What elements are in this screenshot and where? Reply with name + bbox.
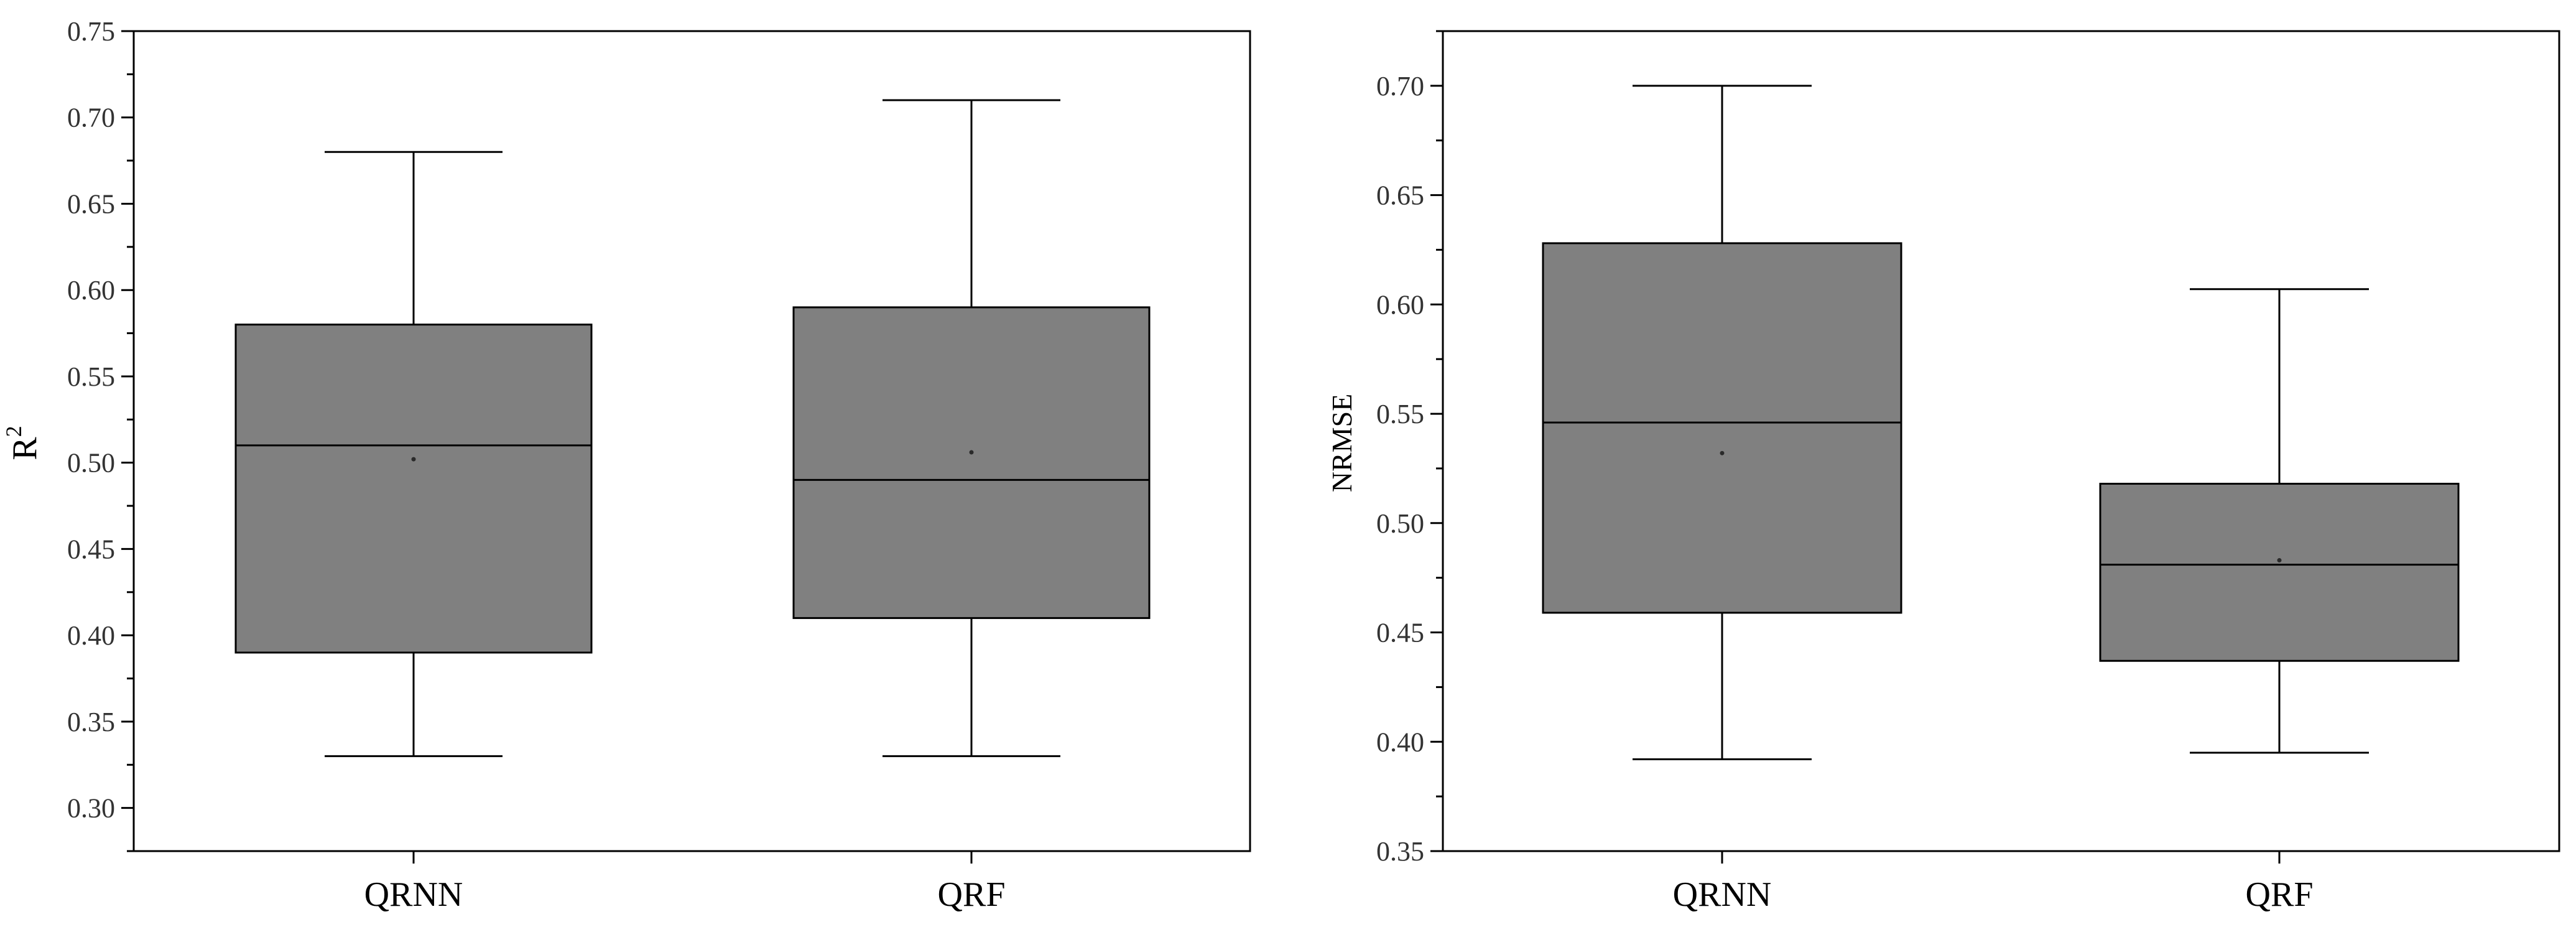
y-axis-title-text: R (6, 437, 44, 460)
iqr-box (234, 324, 593, 654)
y-tick-label: 0.40 (67, 620, 115, 651)
mean-marker (411, 457, 416, 462)
box-qrf (792, 99, 1151, 757)
iqr-box (1542, 242, 1902, 614)
y-tick-label: 0.75 (67, 16, 115, 47)
y-tick-label: 0.50 (67, 448, 115, 478)
y-axis-title: NRMSE (1326, 394, 1358, 492)
y-tick-label: 0.60 (67, 275, 115, 305)
y-axis-title-text: NRMSE (1326, 394, 1358, 492)
y-tick-label: 0.70 (1376, 71, 1424, 101)
y-tick-label: 0.55 (1376, 399, 1424, 429)
y-tick-label: 0.60 (1376, 289, 1424, 320)
y-tick-label: 0.45 (1376, 618, 1424, 648)
y-tick-label: 0.70 (67, 103, 115, 133)
box-qrf (2099, 288, 2460, 754)
y-axis-title: R2 (1, 426, 44, 460)
box-qrnn (1542, 85, 1902, 760)
plot-frame (1442, 30, 2560, 852)
y-tick-label: 0.65 (1376, 180, 1424, 211)
x-category-label: QRF (938, 875, 1006, 914)
y-tick-label: 0.40 (1376, 727, 1424, 757)
y-tick-label: 0.30 (67, 793, 115, 824)
y-tick-label: 0.35 (67, 707, 115, 737)
y-tick-label: 0.35 (1376, 836, 1424, 867)
r2-boxplot-panel: 0.30 0.35 0.40 0.45 0.50 0.55 0.60 0.65 0.70 0.75… (1, 16, 1251, 914)
y-tick-label: 0.55 (67, 361, 115, 392)
y-tick-label: 0.65 (67, 189, 115, 219)
mean-marker (969, 450, 974, 455)
box-qrnn (234, 151, 593, 757)
y-axis-title-superscript: 2 (1, 426, 26, 437)
mean-marker (1720, 450, 1725, 455)
x-category-label: QRNN (1673, 875, 1772, 914)
x-category-label: QRNN (364, 875, 463, 914)
plot-frame (132, 30, 1251, 852)
mean-marker (2277, 558, 2282, 563)
nrmse-boxplot-panel: 0.35 0.40 0.45 0.50 0.55 0.60 0.65 0.70 QRNN QRF N… (1326, 30, 2560, 914)
y-tick-label: 0.45 (67, 534, 115, 564)
y-tick-label: 0.50 (1376, 508, 1424, 539)
x-category-label: QRF (2246, 875, 2314, 914)
iqr-box (2099, 483, 2460, 662)
iqr-box (792, 306, 1151, 619)
